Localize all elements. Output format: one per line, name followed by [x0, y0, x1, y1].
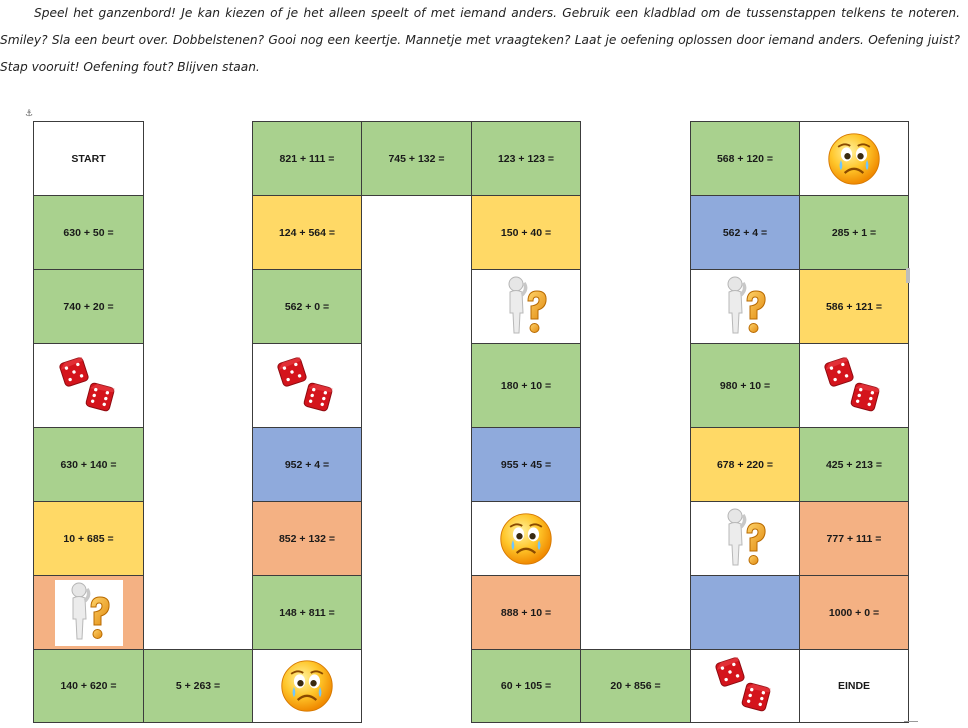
sum-square: 630 + 140 =: [33, 427, 144, 502]
dice-square: [799, 343, 909, 428]
start-square: START: [33, 121, 144, 196]
sum-square: 740 + 20 =: [33, 269, 144, 344]
square-label: 821 + 111 =: [279, 152, 335, 165]
thinking-man-question-icon: [727, 508, 766, 565]
sum-square: 10 + 685 =: [33, 501, 144, 576]
square-label: 852 + 132 =: [278, 532, 336, 545]
square-label: 180 + 10 =: [500, 379, 552, 392]
question-square: [33, 575, 144, 650]
sum-square: 852 + 132 =: [252, 501, 362, 576]
thinking-man-question-icon: [508, 276, 547, 333]
instructions-paragraph: Speel het ganzenbord! Je kan kiezen of j…: [0, 0, 960, 81]
sum-square: 678 + 220 =: [690, 427, 800, 502]
end-square: EINDE: [799, 649, 909, 723]
square-label: 562 + 4 =: [722, 226, 768, 239]
picture-frame: [54, 579, 123, 646]
square-label: 740 + 20 =: [63, 300, 114, 313]
square-label: 955 + 45 =: [500, 458, 552, 471]
square-label: EINDE: [837, 680, 871, 692]
sum-square: 20 + 856 =: [580, 649, 691, 723]
sum-square: 148 + 811 =: [252, 575, 362, 650]
sum-square: 777 + 111 =: [799, 501, 909, 576]
sum-square: 150 + 40 =: [471, 195, 581, 270]
square-label: 630 + 140 =: [60, 458, 117, 471]
sum-square: 586 + 121 =: [799, 269, 909, 344]
square-label: 568 + 120 =: [716, 152, 774, 165]
thinking-man-question-icon: [71, 582, 110, 639]
sum-square: 568 + 120 =: [690, 121, 800, 196]
sum-square: 124 + 564 =: [252, 195, 362, 270]
sad-smiley-icon: [828, 132, 880, 185]
sum-square: 60 + 105 =: [471, 649, 581, 723]
question-square: [471, 269, 581, 344]
sum-square: 425 + 213 =: [799, 427, 909, 502]
square-label: 285 + 1 =: [831, 226, 877, 239]
dice-icon: [277, 356, 333, 411]
square-label: 586 + 121 =: [825, 300, 883, 313]
sum-square: 562 + 0 =: [252, 269, 362, 344]
square-label: 20 + 856 =: [610, 680, 661, 692]
anchor-icon: ⚓: [25, 109, 34, 119]
dice-icon: [824, 356, 880, 411]
sum-square: 980 + 10 =: [690, 343, 800, 428]
table-resize-handle[interactable]: [906, 268, 910, 283]
sum-square: 140 + 620 =: [33, 649, 144, 723]
square-label: 425 + 213 =: [825, 458, 883, 471]
square-label: 630 + 50 =: [63, 226, 114, 239]
dice-icon: [715, 657, 771, 712]
dice-icon: [58, 356, 115, 411]
dice-square: [252, 343, 362, 428]
square-label: 888 + 10 =: [500, 606, 552, 619]
question-square: [690, 501, 800, 576]
square-label: 980 + 10 =: [719, 379, 771, 392]
square-label: 148 + 811 =: [279, 606, 335, 619]
smiley-square: [799, 121, 909, 196]
sum-square: 955 + 45 =: [471, 427, 581, 502]
dice-square: [33, 343, 144, 428]
smiley-square: [252, 649, 362, 723]
square-label: 777 + 111 =: [826, 532, 882, 545]
empty-square: [690, 575, 800, 650]
question-square: [690, 269, 800, 344]
table-end-mark: [904, 721, 918, 722]
square-label: 5 + 263 =: [175, 680, 221, 692]
sum-square: 821 + 111 =: [252, 121, 362, 196]
square-label: 140 + 620 =: [60, 680, 117, 692]
sum-square: 5 + 263 =: [143, 649, 253, 723]
square-label: START: [71, 152, 106, 165]
square-label: 562 + 0 =: [284, 300, 330, 313]
square-label: 150 + 40 =: [500, 226, 552, 239]
thinking-man-question-icon: [727, 276, 766, 333]
sum-square: 285 + 1 =: [799, 195, 909, 270]
sad-smiley-icon: [500, 512, 552, 565]
square-label: 1000 + 0 =: [828, 606, 880, 619]
sad-smiley-icon: [281, 660, 333, 712]
square-label: 60 + 105 =: [500, 680, 552, 692]
sum-square: 123 + 123 =: [471, 121, 581, 196]
sum-square: 562 + 4 =: [690, 195, 800, 270]
sum-square: 1000 + 0 =: [799, 575, 909, 650]
square-label: 10 + 685 =: [63, 532, 114, 545]
square-label: 952 + 4 =: [284, 458, 330, 471]
square-label: 745 + 132 =: [388, 152, 445, 165]
sum-square: 952 + 4 =: [252, 427, 362, 502]
sum-square: 180 + 10 =: [471, 343, 581, 428]
sum-square: 630 + 50 =: [33, 195, 144, 270]
square-label: 678 + 220 =: [716, 458, 774, 471]
square-label: 123 + 123 =: [497, 152, 555, 165]
dice-square: [690, 649, 800, 723]
square-label: 124 + 564 =: [278, 226, 336, 239]
instructions-text: Speel het ganzenbord! Je kan kiezen of j…: [0, 6, 960, 74]
sum-square: 888 + 10 =: [471, 575, 581, 650]
smiley-square: [471, 501, 581, 576]
sum-square: 745 + 132 =: [361, 121, 472, 196]
